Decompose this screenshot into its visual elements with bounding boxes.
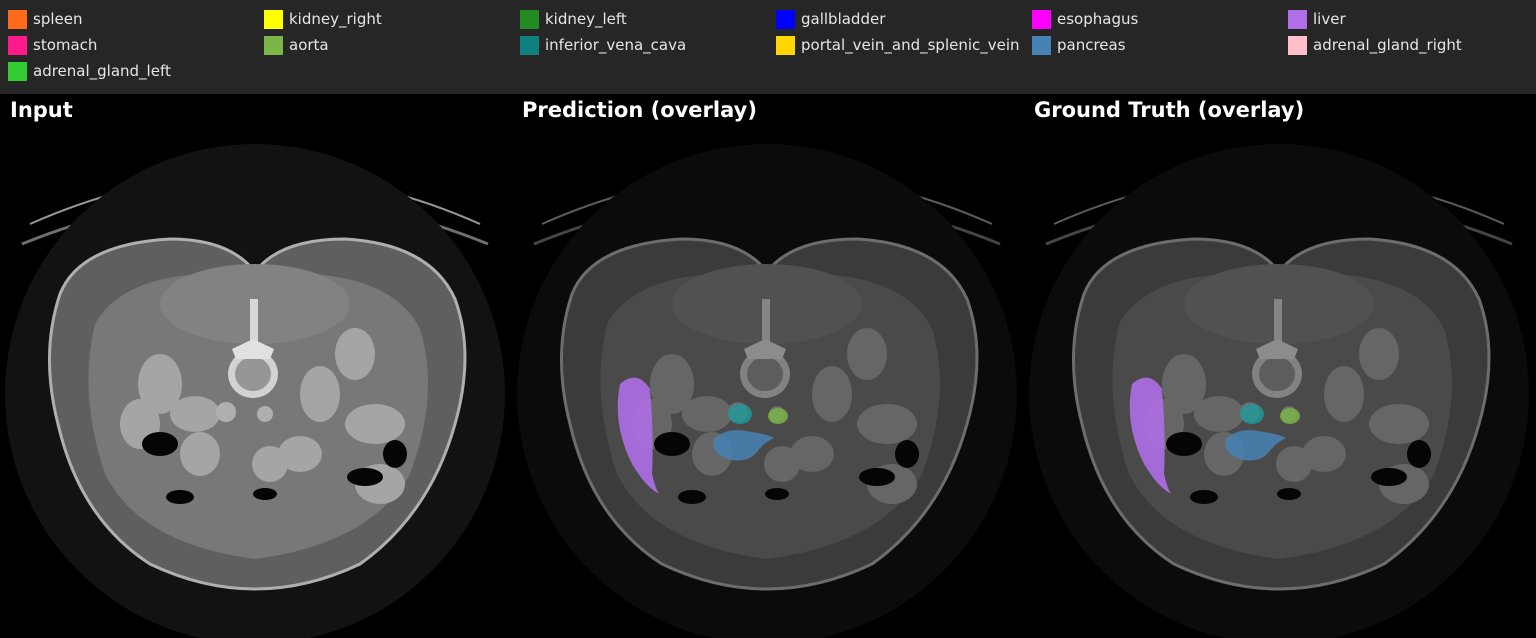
legend-swatch [8,61,27,81]
ct-slice-image [1029,144,1529,638]
legend-label: adrenal_gland_left [33,62,171,80]
legend-label: aorta [289,36,329,54]
legend-label: portal_vein_and_splenic_vein [801,36,1020,54]
legend-item: liver [1288,9,1346,29]
legend-label: liver [1313,10,1346,28]
liver-segmentation [617,377,660,494]
legend-swatch [520,9,539,29]
legend-item: adrenal_gland_left [8,61,171,81]
input-panel-title: Input [10,98,73,122]
legend-item: pancreas [1032,35,1126,55]
legend-item: spleen [8,9,82,29]
ground-truth-panel: Ground Truth (overlay) [1024,94,1536,638]
legend-label: kidney_right [289,10,382,28]
legend-swatch [1288,35,1307,55]
legend-item: inferior_vena_cava [520,35,686,55]
legend-swatch [776,9,795,29]
legend-item: kidney_left [520,9,627,29]
liver-segmentation [1129,377,1172,494]
legend-item: stomach [8,35,97,55]
ct-slice-image [517,144,1017,638]
inferior-vena-cava-segmentation [728,404,752,424]
legend-label: esophagus [1057,10,1139,28]
legend-label: inferior_vena_cava [545,36,687,54]
legend-swatch [1032,35,1051,55]
pancreas-segmentation [713,430,774,461]
legend-item: gallbladder [776,9,885,29]
legend-label: adrenal_gland_right [1313,36,1462,54]
pancreas-segmentation [1225,430,1286,461]
prediction-panel: Prediction (overlay) [512,94,1024,638]
legend-label: spleen [33,10,83,28]
legend: spleen kidney_right kidney_left gallbladder… [0,0,1536,94]
legend-swatch [8,35,27,55]
input-panel: Input [0,94,512,638]
legend-label: kidney_left [545,10,627,28]
legend-swatch [8,9,27,29]
legend-item: portal_vein_and_splenic_vein [776,35,1020,55]
prediction-panel-title: Prediction (overlay) [522,98,757,122]
aorta-segmentation [1280,408,1300,424]
legend-item: aorta [264,35,329,55]
legend-label: pancreas [1057,36,1126,54]
legend-swatch [264,35,283,55]
legend-swatch [776,35,795,55]
legend-swatch [520,35,539,55]
legend-swatch [1032,9,1051,29]
aorta-segmentation [768,408,788,424]
legend-swatch [1288,9,1307,29]
legend-label: stomach [33,36,98,54]
legend-label: gallbladder [801,10,886,28]
inferior-vena-cava-segmentation [1240,404,1264,424]
legend-item: adrenal_gland_right [1288,35,1462,55]
ground-truth-panel-title: Ground Truth (overlay) [1034,98,1305,122]
legend-swatch [264,9,283,29]
legend-item: kidney_right [264,9,382,29]
ct-slice-image [5,144,505,638]
legend-item: esophagus [1032,9,1138,29]
